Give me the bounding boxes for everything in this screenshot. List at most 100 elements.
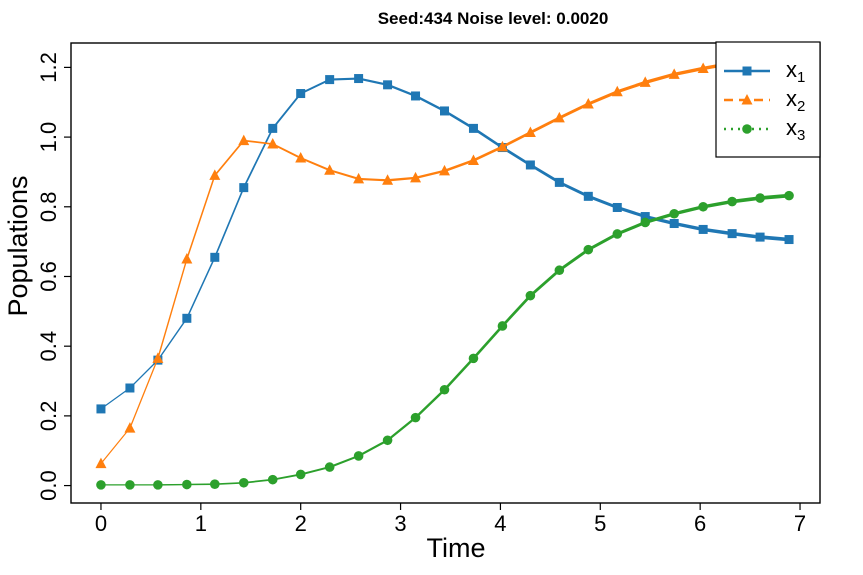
series-line-segment — [213, 481, 245, 485]
legend-box — [715, 41, 821, 158]
series-line-segment — [586, 194, 619, 210]
data-point-circle — [267, 474, 278, 485]
series-line-segment — [242, 139, 274, 145]
series-line-segment — [443, 159, 475, 173]
data-point-circle — [439, 384, 450, 395]
y-tick-label: 0.6 — [36, 261, 61, 292]
data-point-circle — [238, 477, 249, 488]
data-point-triangle — [582, 97, 594, 109]
y-tick-label: 1.2 — [36, 52, 61, 83]
x-tick-label: 6 — [694, 511, 706, 536]
data-point-square — [440, 106, 450, 116]
data-point-triangle — [496, 140, 508, 152]
series-line-segment — [557, 180, 590, 198]
data-point-circle — [583, 244, 594, 255]
x-tick-label: 0 — [95, 511, 107, 536]
data-point-circle — [182, 479, 192, 490]
data-point-circle — [784, 190, 794, 201]
series-line-segment — [557, 248, 590, 272]
data-point-triangle — [353, 172, 365, 184]
data-point-triangle — [668, 68, 680, 79]
series-line-segment — [615, 80, 647, 94]
series-line-segment — [586, 90, 619, 106]
series-line-segment — [186, 174, 216, 260]
data-point-triangle — [639, 76, 651, 87]
series-line-segment — [643, 212, 676, 225]
data-point-triangle — [267, 138, 279, 149]
series-line-segment — [328, 454, 360, 469]
data-point-circle — [755, 193, 765, 203]
data-point-triangle — [467, 154, 479, 165]
y-tick-label: 0.0 — [36, 470, 61, 501]
data-point-circle — [96, 480, 106, 490]
data-point-square — [468, 123, 478, 133]
data-point-square — [125, 383, 135, 393]
data-point-square — [669, 219, 679, 229]
series-line-segment — [357, 177, 389, 182]
data-point-square — [583, 191, 593, 201]
data-point-square — [784, 235, 794, 245]
series-line-segment — [501, 294, 532, 328]
series-line-segment — [357, 439, 389, 458]
series-line-segment — [758, 193, 791, 200]
data-point-triangle — [124, 422, 136, 433]
data-point-square — [210, 252, 220, 262]
data-point-square — [96, 404, 106, 414]
series-x1 — [96, 74, 794, 414]
data-point-triangle — [152, 352, 164, 363]
series-line-segment — [271, 92, 302, 130]
data-point-circle — [210, 479, 220, 489]
series-line-segment — [414, 94, 446, 113]
y-axis: 0.0 0.2 0.4 0.6 0.8 1.0 1.2 — [36, 52, 71, 501]
series-line-segment — [443, 109, 475, 130]
series-line-segment — [472, 127, 504, 149]
data-point-circle — [353, 451, 364, 461]
series-line-segment — [472, 145, 504, 162]
series-line-segment — [299, 78, 331, 95]
series-x3 — [96, 190, 794, 490]
data-point-circle — [295, 469, 306, 480]
data-point-square — [640, 212, 650, 222]
data-point-circle — [612, 229, 623, 239]
data-point-triangle — [181, 253, 193, 264]
series-line-segment — [386, 83, 417, 98]
data-point-triangle — [238, 134, 250, 146]
legend-label: x3 — [786, 115, 805, 144]
data-point-circle — [410, 412, 421, 423]
series-line-segment — [213, 186, 245, 259]
series-line-segment — [328, 77, 360, 81]
data-point-circle — [669, 208, 679, 219]
x-tick-label: 5 — [594, 511, 606, 536]
x-tick-label: 4 — [494, 511, 506, 536]
data-point-circle — [525, 290, 536, 301]
data-point-circle — [698, 201, 708, 212]
y-tick-label: 0.4 — [36, 331, 61, 362]
series-line-segment — [443, 357, 475, 391]
data-point-square — [383, 80, 393, 90]
series-line-segment — [271, 143, 302, 159]
data-point-square — [698, 224, 708, 234]
series-line-segment — [615, 220, 647, 236]
series-line-segment — [357, 77, 389, 86]
series-line-segment — [386, 176, 417, 182]
data-point-circle — [640, 217, 651, 228]
x-tick-label: 7 — [794, 511, 806, 536]
data-point-square — [182, 313, 192, 323]
series-line-segment — [100, 387, 131, 410]
y-tick-label: 1.0 — [36, 122, 61, 153]
data-point-square — [411, 91, 421, 101]
data-point-circle — [125, 480, 135, 490]
series-line-segment — [672, 205, 705, 216]
data-point-square — [268, 123, 278, 133]
series-line-segment — [129, 359, 159, 389]
series-line-segment — [528, 268, 561, 298]
series-line-segment — [242, 478, 274, 484]
plot-frame — [70, 42, 821, 504]
data-point-triangle — [611, 85, 623, 97]
series-line-segment — [328, 169, 360, 180]
data-point-triangle — [439, 164, 451, 176]
legend-marker-square — [742, 66, 752, 76]
series-line-segment — [242, 127, 274, 189]
